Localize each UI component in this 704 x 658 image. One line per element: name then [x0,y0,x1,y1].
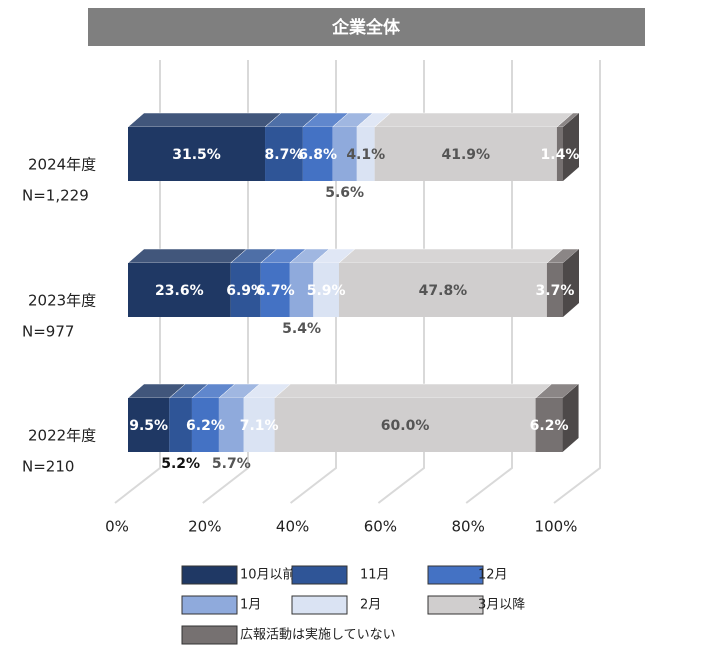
bar-segment [356,127,375,181]
data-label: 6.8% [298,147,337,163]
bar-top [338,248,564,264]
legend-label: 12月 [478,568,508,583]
data-label: 9.5% [129,418,168,434]
data-label: 60.0% [381,418,430,434]
data-label: 8.7% [265,147,304,163]
bar-top [127,112,282,128]
x-tick-label: 60% [364,518,397,536]
legend-label: 11月 [360,568,390,583]
data-label: 5.6% [325,185,364,201]
legend-swatch [291,595,348,615]
data-label: 41.9% [441,147,490,163]
legend-swatch [181,625,238,645]
chart-title: 企業全体 [331,17,401,38]
bar-segment [546,263,563,317]
bar-segment [128,263,231,317]
bar-segment [243,398,275,452]
data-label: 5.9% [307,283,346,299]
bar-segment [556,127,563,181]
data-label: 5.2% [161,456,200,472]
category-label: 2023年度 [28,292,96,310]
bar-top [127,248,248,264]
grid-line [289,60,337,504]
category-label: 2024年度 [28,156,96,174]
legend-swatch [181,565,238,585]
data-label: 5.7% [212,456,251,472]
grid-line [202,60,249,504]
legend-swatch [427,565,484,585]
legend-label: 1月 [240,598,261,613]
legend-label: 3月以降 [478,598,525,613]
bar-segment [230,263,261,317]
legend-swatch [427,595,484,615]
data-label: 6.7% [256,283,295,299]
title-banner [88,8,645,46]
bar-segment [313,263,339,317]
data-label: 6.2% [186,418,225,434]
data-label: 47.8% [419,283,468,299]
x-tick-label: 20% [188,518,221,536]
bar-side [563,249,579,317]
data-label: 1.4% [541,147,580,163]
x-tick-label: 40% [276,518,309,536]
legend-swatch [291,565,348,585]
legend-label: 10月以前 [240,567,296,583]
bar-segment [128,127,266,181]
bar-segment [332,127,357,181]
data-label: 31.5% [172,147,221,163]
x-tick-label: 80% [452,518,485,536]
category-note: N=210 [22,458,74,476]
bar-side [562,384,579,452]
category-label: 2022年度 [28,427,96,445]
data-label: 6.2% [530,418,569,434]
grid-line [553,60,601,504]
bar-segment [274,398,536,452]
data-label: 4.1% [346,147,385,163]
data-label: 5.4% [282,321,321,337]
data-label: 7.1% [240,418,279,434]
legend-label: 広報活動は実施していない [240,627,396,643]
grid-line [465,60,513,504]
data-label: 3.7% [536,283,575,299]
bar-segment [191,398,219,452]
bar-segment [260,263,290,317]
bar-side [563,113,579,181]
bar-segment [289,263,314,317]
data-label: 6.9% [226,283,265,299]
bar-top [373,112,574,128]
bar-segment [302,127,333,181]
category-note: N=1,229 [22,187,89,205]
bar-segment [128,398,170,452]
bar-top [273,383,553,399]
bar-segment [169,398,192,452]
grid-line [377,60,425,504]
bar-segment [218,398,244,452]
legend-label: 2月 [360,598,381,613]
x-tick-label: 0% [105,518,129,536]
grid-line [114,60,161,504]
bar-segment [535,398,563,452]
category-note: N=977 [22,323,74,341]
bar-segment [265,127,303,181]
data-label: 23.6% [155,283,204,299]
bar-segment [338,263,547,317]
x-tick-label: 100% [535,518,578,536]
bar-segment [374,127,557,181]
legend-swatch [181,595,238,615]
